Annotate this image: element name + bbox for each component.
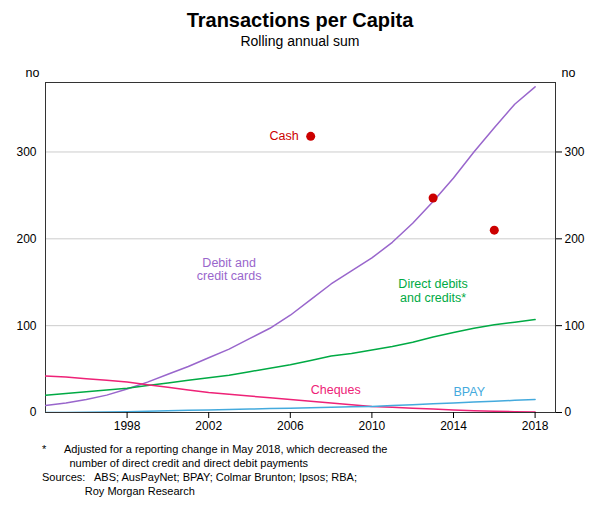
- svg-text:Direct debitsand credits*: Direct debitsand credits*: [398, 277, 467, 305]
- svg-text:100: 100: [16, 318, 36, 332]
- html-text:* Adjusted for a reporting cha: * Adjusted for a reporting change in May…: [42, 443, 388, 455]
- svg-text:200: 200: [565, 232, 585, 246]
- svg-text:Cheques: Cheques: [311, 383, 361, 397]
- svg-text:2002: 2002: [195, 419, 222, 433]
- html-text:number of direct credit and di: number of direct credit and direct debit…: [42, 457, 308, 469]
- svg-text:0: 0: [30, 405, 37, 419]
- svg-text:no: no: [562, 66, 576, 80]
- svg-text:1998: 1998: [114, 419, 141, 433]
- html-text:Rolling annual sum: Rolling annual sum: [240, 33, 360, 49]
- svg-text:2014: 2014: [440, 419, 467, 433]
- svg-text:200: 200: [16, 232, 36, 246]
- svg-text:2018: 2018: [522, 419, 549, 433]
- svg-text:300: 300: [565, 145, 585, 159]
- svg-text:Debit andcredit cards: Debit andcredit cards: [197, 256, 262, 284]
- svg-text:Cash: Cash: [270, 129, 299, 143]
- svg-text:2010: 2010: [359, 419, 386, 433]
- html-text:Sources: ABS; AusPayNet; BPAY;: Sources: ABS; AusPayNet; BPAY; Colmar Br…: [42, 471, 357, 483]
- svg-text:100: 100: [565, 318, 585, 332]
- svg-text:no: no: [26, 66, 40, 80]
- svg-text:2006: 2006: [277, 419, 304, 433]
- svg-text:300: 300: [16, 145, 36, 159]
- html-text:Roy Morgan Research: Roy Morgan Research: [42, 485, 195, 497]
- svg-text:0: 0: [565, 405, 572, 419]
- html-text:Transactions per Capita: Transactions per Capita: [186, 9, 414, 31]
- svg-text:BPAY: BPAY: [454, 385, 486, 399]
